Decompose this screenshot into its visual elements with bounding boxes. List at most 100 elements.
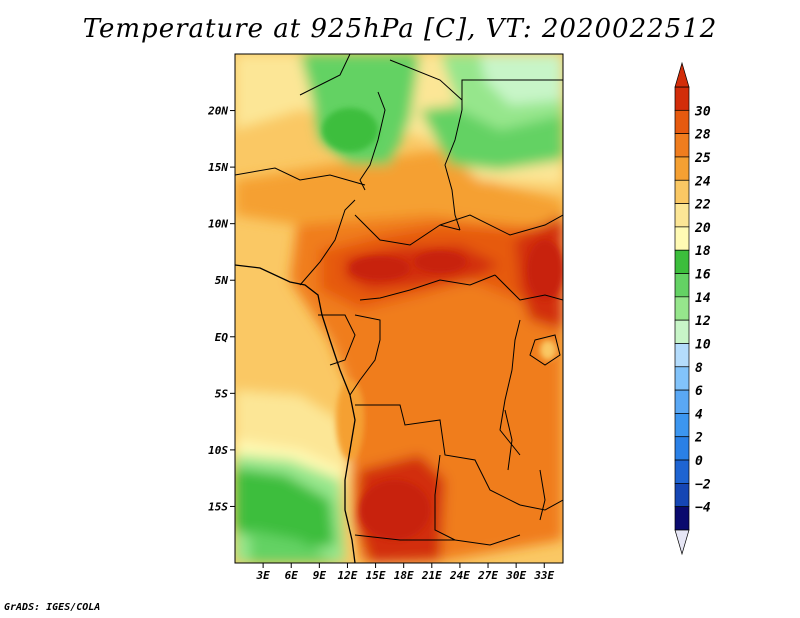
x-tick-label: 24E bbox=[449, 569, 470, 582]
border-chad-sudan bbox=[444, 109, 463, 231]
y-tick-label: 10N bbox=[208, 218, 228, 231]
colorbar-label: 4 bbox=[695, 407, 703, 422]
field-spots bbox=[322, 108, 563, 540]
border-car-drc bbox=[359, 274, 496, 301]
y-axis: 20N 15N 10N 5N EQ 5S 10S 15S bbox=[207, 105, 235, 513]
border-libya-niger bbox=[299, 54, 351, 96]
colorbar-label: 8 bbox=[695, 361, 703, 376]
lake-malawi bbox=[539, 469, 546, 521]
x-tick-label: 21E bbox=[421, 569, 442, 582]
colorbar-box bbox=[674, 179, 690, 204]
colorbar-box bbox=[674, 413, 690, 438]
colorbar-label: −2 bbox=[695, 477, 711, 492]
border-zambia-mozambique bbox=[519, 499, 563, 511]
colorbar-box bbox=[674, 273, 690, 298]
lake-tanganyika bbox=[504, 409, 513, 471]
colorbar-label: 2 bbox=[694, 431, 703, 446]
x-tick-label: 27E bbox=[477, 569, 498, 582]
colorbar-label: 24 bbox=[694, 174, 711, 189]
region-sw-16 bbox=[235, 468, 335, 552]
border-chad-car bbox=[354, 214, 461, 246]
colorbar-label: 30 bbox=[694, 104, 711, 119]
y-tick-label: 15N bbox=[208, 161, 228, 174]
colorbar-over-arrow bbox=[674, 61, 690, 88]
colorbar-box bbox=[674, 343, 690, 368]
region-sahel-24 bbox=[235, 150, 563, 230]
y-tick-label: 5S bbox=[215, 387, 229, 400]
colorbar-label: 28 bbox=[694, 128, 711, 143]
lake-victoria bbox=[529, 334, 561, 366]
colorbar-box bbox=[674, 203, 690, 228]
spot-coast-band bbox=[336, 380, 364, 460]
colorbar-label: 0 bbox=[695, 454, 703, 469]
y-tick-label: 10S bbox=[208, 444, 228, 457]
colorbar-under-arrow bbox=[674, 529, 690, 556]
colorbar-box bbox=[674, 86, 690, 111]
colorbar-label: 25 bbox=[694, 151, 711, 166]
region-ocean-22 bbox=[235, 390, 350, 470]
x-tick-label: 3E bbox=[255, 569, 270, 582]
spot-hot-east bbox=[527, 240, 563, 300]
colorbar-box bbox=[674, 366, 690, 391]
x-tick-label: 18E bbox=[394, 569, 414, 582]
border-nigeria-cameroon bbox=[299, 199, 356, 286]
colorbar-label: 16 bbox=[695, 268, 711, 283]
colorbar-label: 6 bbox=[695, 384, 703, 399]
colorbar-box bbox=[674, 319, 690, 344]
colorbar-box bbox=[674, 156, 690, 181]
region-sw-18 bbox=[250, 530, 335, 563]
border-drc-tanzania bbox=[499, 369, 521, 456]
map-frame bbox=[234, 53, 564, 564]
x-axis: 3E 6E 9E 12E 15E 18E 21E 24E 27E 30E 33E bbox=[255, 563, 555, 582]
chart-title: Temperature at 925hPa [C], VT: 202002251… bbox=[82, 14, 718, 44]
x-tick-label: 12E bbox=[338, 569, 358, 582]
border-congo-drc bbox=[349, 314, 381, 396]
colorbar-label: 18 bbox=[695, 244, 711, 259]
colorbar-box bbox=[674, 296, 690, 321]
border-drc-uganda bbox=[511, 319, 521, 371]
region-congo-25 bbox=[400, 300, 520, 430]
colorbar-label: 10 bbox=[695, 337, 711, 352]
y-tick-label: 5N bbox=[215, 274, 229, 287]
colorbar-box bbox=[674, 226, 690, 251]
spot-hot-angola bbox=[360, 480, 430, 540]
country-borders bbox=[235, 54, 563, 546]
border-niger-nigeria bbox=[235, 167, 366, 186]
x-tick-label: 15E bbox=[366, 569, 386, 582]
border-angola-drc bbox=[355, 404, 521, 506]
spot-cool-lake bbox=[540, 340, 556, 360]
y-tick-label: EQ bbox=[215, 331, 229, 344]
x-tick-label: 6E bbox=[285, 569, 299, 582]
colorbar-label: 20 bbox=[694, 221, 711, 236]
footer-credit: GrADS: IGES/COLA bbox=[4, 602, 101, 613]
colorbar-label: 22 bbox=[694, 198, 711, 213]
colorbar-label: −4 bbox=[695, 501, 711, 516]
border-niger-chad bbox=[359, 91, 386, 191]
border-angola-namibia bbox=[354, 534, 521, 546]
colorbar-box bbox=[674, 506, 690, 531]
temperature-field bbox=[235, 54, 563, 563]
colorbar-box bbox=[674, 483, 690, 508]
border-ssudan-drc bbox=[494, 274, 563, 301]
coastline bbox=[234, 264, 356, 564]
colorbar-box bbox=[674, 133, 690, 158]
colorbar-box bbox=[674, 249, 690, 274]
colorbar-box bbox=[674, 436, 690, 461]
border-sudan-ssudan bbox=[439, 214, 563, 236]
spot-hot-car-east bbox=[414, 251, 466, 273]
x-tick-label: 9E bbox=[313, 569, 327, 582]
y-tick-label: 20N bbox=[207, 105, 228, 118]
x-tick-label: 30E bbox=[505, 569, 526, 582]
y-tick-label: 15S bbox=[208, 500, 228, 513]
colorbar-box bbox=[674, 389, 690, 414]
border-gabon-congo bbox=[318, 314, 356, 366]
x-tick-label: 33E bbox=[533, 569, 554, 582]
colorbar-box bbox=[674, 109, 690, 134]
colorbar-box bbox=[674, 459, 690, 484]
border-egypt-sudan bbox=[461, 79, 563, 110]
spot-green-north bbox=[322, 108, 378, 152]
colorbar-label: 12 bbox=[695, 314, 711, 329]
spot-hot-car-west bbox=[350, 256, 410, 280]
